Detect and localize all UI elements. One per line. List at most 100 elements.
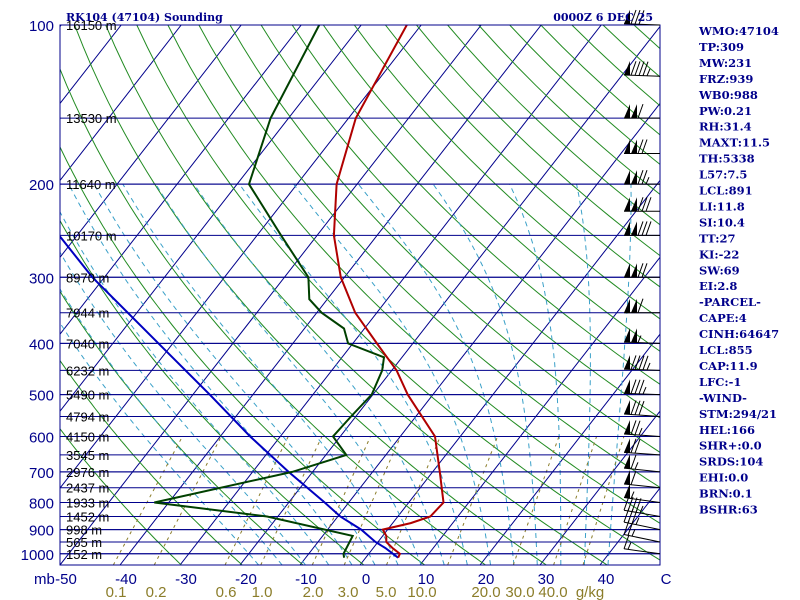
moist-adiabat — [93, 183, 376, 565]
mixing-ratio-line — [582, 436, 625, 565]
wind-barb-pennant — [631, 221, 637, 236]
wind-barb-full — [634, 379, 641, 394]
height-label: 10170 m — [66, 228, 117, 243]
title-right: 0000Z 6 DEC 25 — [553, 11, 653, 24]
isotherm-line — [479, 333, 660, 565]
wind-barb-half — [646, 362, 651, 371]
dry-adiabat — [385, 25, 660, 288]
temperature-tick: 20 — [478, 571, 495, 588]
wind-barb-half — [634, 462, 639, 470]
dry-adiabat — [229, 25, 660, 453]
wind-barb-full — [637, 221, 644, 236]
mixing-ratio-line — [260, 436, 323, 565]
temperature-tick: -50 — [55, 571, 77, 588]
wind-barb-full — [634, 355, 641, 370]
wind-barb-full — [637, 170, 644, 185]
wind-barb-pennant — [624, 9, 630, 24]
wind-barb-shaft — [623, 534, 661, 543]
moist-adiabat — [60, 288, 283, 565]
wind-barb-full — [634, 9, 641, 25]
isotherm-line — [60, 25, 422, 489]
moist-adiabat — [60, 251, 306, 565]
dry-adiabat — [74, 25, 547, 565]
pressure-tick-100: 100 — [29, 18, 54, 35]
index-cinh: CINH:64647 — [699, 327, 779, 341]
wind-barb-full — [630, 438, 637, 454]
moist-adiabat — [576, 184, 591, 565]
wind-barb-full — [634, 400, 641, 415]
wind-barb-full — [630, 454, 637, 470]
wind-barb-full — [631, 497, 638, 512]
isotherm-line — [119, 25, 542, 565]
index-hel: HEL:166 — [699, 423, 755, 437]
mixing-ratio-line — [512, 436, 560, 565]
temperature-curve — [332, 25, 445, 559]
wind-barb-half — [627, 542, 632, 550]
moist-adiabat — [293, 183, 492, 565]
wind-barb-full — [638, 355, 645, 370]
wind-barb-pennant — [624, 221, 630, 236]
index-bshr: BSHR:63 — [699, 503, 758, 517]
moist-adiabat — [238, 183, 468, 565]
pressure-unit: mb — [34, 571, 55, 588]
isotherm-line — [60, 25, 482, 565]
wind-barb-full — [642, 355, 649, 370]
wind-barb-shaft — [623, 548, 661, 555]
wind-barb-shaft — [623, 74, 661, 77]
height-label: 152 m — [66, 547, 102, 562]
wind-barb-full — [641, 170, 648, 185]
index-li: LI:11.8 — [699, 199, 745, 213]
wind-barb-full — [642, 61, 649, 76]
wind-barb-half — [631, 528, 636, 537]
wind-barb-full — [637, 139, 644, 154]
wind-barb-pennant — [624, 197, 630, 212]
wind-barb-pennant — [624, 438, 630, 453]
index-rh: RH:31.4 — [699, 120, 752, 134]
mixing-ratio-line — [447, 436, 499, 565]
height-label: 1452 m — [66, 509, 109, 524]
wind-barb-full — [638, 400, 645, 416]
wind-barb-pennant — [624, 298, 630, 313]
wind-barb-half — [642, 386, 647, 395]
wind-barb-half — [645, 176, 650, 185]
wind-barb-pennant — [631, 170, 637, 185]
wind-barb-shaft — [623, 521, 661, 531]
dry-adiabat — [198, 25, 660, 489]
mixing-ratio-line — [153, 436, 222, 565]
pressure-tick-700: 700 — [29, 465, 54, 482]
dry-adiabat — [60, 359, 243, 565]
mixing-ratio-tick: 20.0 — [471, 584, 500, 600]
wind-barb-half — [638, 427, 643, 436]
background-lines — [60, 25, 660, 565]
index-parcel: -PARCEL- — [699, 295, 761, 309]
mixing-ratio-line — [343, 436, 402, 565]
temperature-tick: 40 — [598, 571, 615, 588]
wind-barb-pennant — [631, 298, 637, 313]
mixing-ratio-tick: 0.1 — [106, 584, 127, 600]
mixing-ratio-tick: 5.0 — [376, 584, 397, 600]
moist-adiabat — [607, 184, 632, 565]
wind-barb-pennant — [631, 328, 637, 343]
wind-barb-full — [641, 263, 648, 278]
wind-barb-pennant — [624, 104, 630, 119]
temperature-tick: -40 — [115, 571, 137, 588]
isotherm-line — [299, 102, 660, 565]
index-cap: CAP:11.9 — [699, 359, 758, 373]
index-tp: TP:309 — [699, 40, 744, 54]
index-cape: CAPE:4 — [699, 311, 747, 325]
wind-barb-pennant — [624, 60, 630, 76]
isotherm-line — [539, 410, 660, 565]
height-label: 565 m — [66, 535, 102, 550]
index-srds: SRDS:104 — [699, 455, 763, 469]
height-label: 2437 m — [66, 481, 109, 496]
moist-adiabat — [60, 210, 330, 565]
mixing-ratio-tick: 2.0 — [303, 584, 324, 600]
wind-barb-full — [637, 263, 644, 278]
height-label: 13530 m — [66, 111, 117, 126]
pressure-tick-900: 900 — [29, 523, 54, 540]
mixing-ratio-line — [224, 436, 289, 565]
height-label: 5490 m — [66, 388, 109, 403]
temperature-tick: C — [661, 571, 672, 588]
wind-barb-pennant — [624, 170, 630, 185]
index-lfc: LFC:-1 — [699, 375, 741, 389]
